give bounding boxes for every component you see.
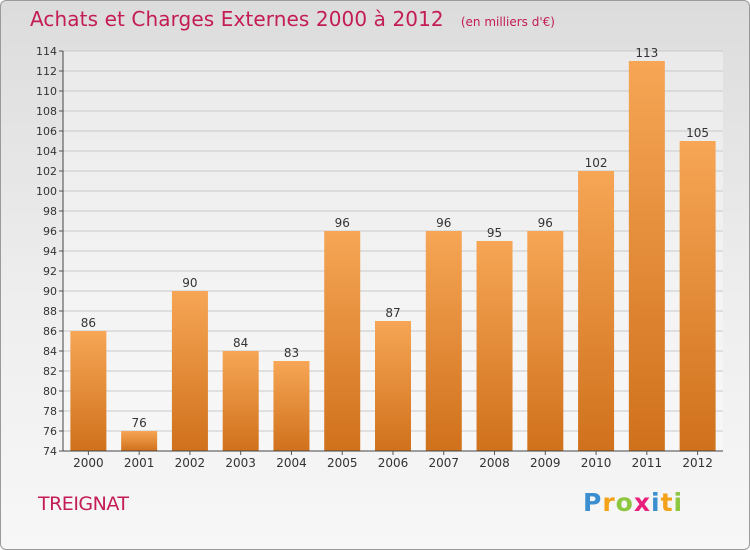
x-tick-label: 2007: [428, 456, 459, 470]
chart-title-row: Achats et Charges Externes 2000 à 2012 (…: [30, 7, 555, 31]
x-tick-label: 2012: [682, 456, 713, 470]
location-label: TREIGNAT: [38, 493, 129, 515]
bar-value-label: 83: [284, 346, 299, 360]
bar: [628, 61, 665, 451]
bar-value-label: 96: [436, 216, 451, 230]
axes: 74 76 78 80 82 84 86 88 90 92 94 96 98 100 102 104 106 10…: [36, 45, 723, 470]
y-tick-label: 98: [43, 205, 57, 218]
bar: [121, 431, 158, 451]
y-tick-label: 106: [36, 125, 57, 138]
x-tick-label: 2008: [479, 456, 510, 470]
bar-value-label: 96: [335, 216, 350, 230]
bars-group: 86 76 90 84 83 96 87 96 95 96 102 113 105: [70, 46, 716, 451]
bar-value-label: 96: [538, 216, 553, 230]
bar-value-label: 102: [585, 156, 608, 170]
x-tick-label: 2005: [327, 456, 358, 470]
y-tick-label: 114: [36, 45, 57, 58]
x-tick-label: 2002: [175, 456, 206, 470]
y-tick-label: 110: [36, 85, 57, 98]
bar: [171, 291, 208, 451]
x-tick-label: 2001: [124, 456, 155, 470]
y-tick-label: 104: [36, 145, 57, 158]
bar: [476, 241, 513, 451]
bar: [273, 361, 310, 451]
x-tick-label: 2009: [530, 456, 561, 470]
proxiti-logo: Proxiti: [583, 488, 683, 517]
logo-letter: r: [602, 488, 616, 517]
bar-value-label: 76: [132, 416, 147, 430]
bar-value-label: 113: [635, 46, 658, 60]
logo-letter: i: [673, 488, 684, 517]
y-tick-label: 90: [43, 285, 57, 298]
bar-value-label: 90: [182, 276, 197, 290]
logo-letter: x: [633, 488, 651, 517]
y-tick-label: 82: [43, 365, 57, 378]
y-tick-label: 102: [36, 165, 57, 178]
bar: [70, 331, 107, 451]
y-tick-label: 108: [36, 105, 57, 118]
x-tick-label: 2004: [276, 456, 307, 470]
bar-value-label: 84: [233, 336, 248, 350]
y-tick-label: 94: [43, 245, 57, 258]
bar: [578, 171, 615, 451]
y-tick-label: 84: [43, 345, 57, 358]
bar-value-label: 86: [81, 316, 96, 330]
chart-unit: (en milliers d'€): [460, 15, 555, 29]
bar: [375, 321, 411, 451]
y-tick-label: 74: [43, 445, 57, 458]
bar-value-label: 95: [487, 226, 502, 240]
bar: [324, 231, 361, 451]
x-tick-label: 2003: [225, 456, 256, 470]
bar-value-label: 105: [686, 126, 709, 140]
y-tick-label: 92: [43, 265, 57, 278]
y-tick-label: 112: [36, 65, 57, 78]
y-tick-label: 80: [43, 385, 57, 398]
chart-title: Achats et Charges Externes 2000 à 2012: [30, 7, 444, 31]
bar: [425, 231, 462, 451]
logo-letter: P: [583, 488, 603, 517]
y-tick-label: 86: [43, 325, 57, 338]
bar-value-label: 87: [385, 306, 400, 320]
y-tick-label: 76: [43, 425, 57, 438]
x-tick-label: 2010: [581, 456, 612, 470]
x-tick-label: 2000: [73, 456, 104, 470]
x-tick-label: 2006: [378, 456, 409, 470]
logo-letter: t: [660, 488, 674, 517]
y-tick-label: 78: [43, 405, 57, 418]
logo-letter: i: [651, 488, 661, 517]
logo-letter: o: [615, 488, 634, 517]
y-tick-label: 96: [43, 225, 57, 238]
y-tick-label: 88: [43, 305, 57, 318]
bar: [679, 141, 716, 451]
x-tick-label: 2011: [632, 456, 663, 470]
bar: [222, 351, 259, 451]
bar: [527, 231, 564, 451]
y-tick-label: 100: [36, 185, 57, 198]
